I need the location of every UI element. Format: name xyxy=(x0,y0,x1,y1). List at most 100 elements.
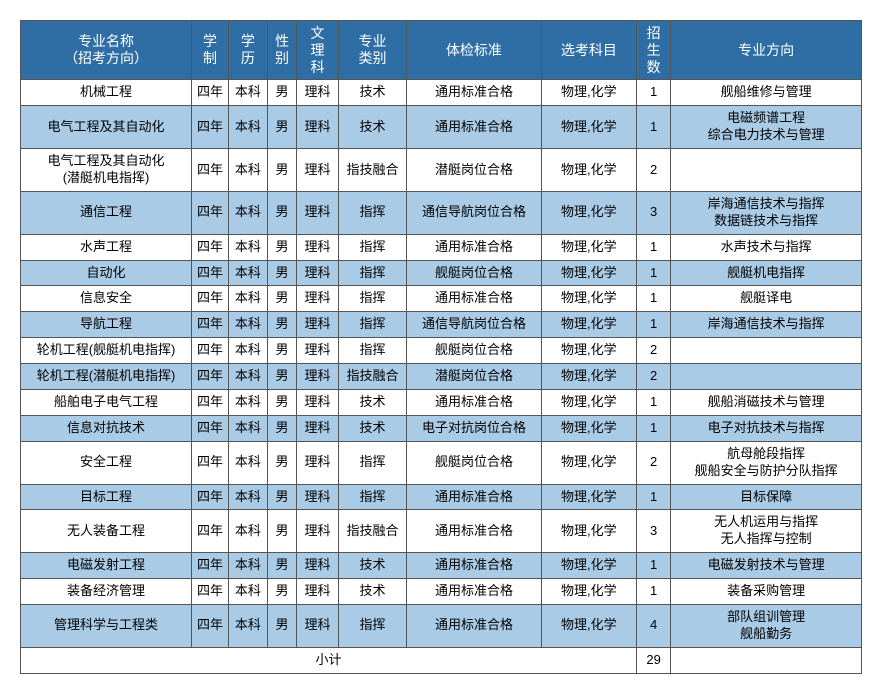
table-row: 电磁发射工程四年本科男理科技术通用标准合格物理,化学1电磁发射技术与管理 xyxy=(21,553,862,579)
cell-subjects: 物理,化学 xyxy=(541,553,636,579)
col-duration: 学 制 xyxy=(192,21,229,80)
cell-duration: 四年 xyxy=(192,338,229,364)
cell-physical: 舰艇岗位合格 xyxy=(407,441,541,484)
cell-degree: 本科 xyxy=(228,484,267,510)
cell-category: 指技融合 xyxy=(338,364,406,390)
cell-subjects: 物理,化学 xyxy=(541,312,636,338)
table-row: 安全工程四年本科男理科指挥舰艇岗位合格物理,化学2航母舱段指挥 舰船安全与防护分… xyxy=(21,441,862,484)
cell-degree: 本科 xyxy=(228,260,267,286)
cell-track: 理科 xyxy=(297,149,339,192)
cell-subjects: 物理,化学 xyxy=(541,604,636,647)
cell-direction: 电磁发射技术与管理 xyxy=(671,553,862,579)
cell-track: 理科 xyxy=(297,260,339,286)
cell-duration: 四年 xyxy=(192,441,229,484)
cell-name: 电气工程及其自动化 xyxy=(21,106,192,149)
cell-gender: 男 xyxy=(267,604,296,647)
cell-duration: 四年 xyxy=(192,604,229,647)
cell-track: 理科 xyxy=(297,191,339,234)
subtotal-row: 小计 29 xyxy=(21,647,862,673)
cell-direction xyxy=(671,149,862,192)
cell-count: 3 xyxy=(637,191,671,234)
cell-duration: 四年 xyxy=(192,484,229,510)
cell-subjects: 物理,化学 xyxy=(541,149,636,192)
table-row: 电气工程及其自动化四年本科男理科技术通用标准合格物理,化学1电磁频谱工程 综合电… xyxy=(21,106,862,149)
cell-gender: 男 xyxy=(267,106,296,149)
cell-track: 理科 xyxy=(297,604,339,647)
cell-gender: 男 xyxy=(267,234,296,260)
cell-count: 2 xyxy=(637,364,671,390)
cell-direction: 目标保障 xyxy=(671,484,862,510)
col-gender: 性 别 xyxy=(267,21,296,80)
cell-degree: 本科 xyxy=(228,579,267,605)
cell-count: 1 xyxy=(637,389,671,415)
cell-degree: 本科 xyxy=(228,604,267,647)
cell-duration: 四年 xyxy=(192,80,229,106)
cell-duration: 四年 xyxy=(192,234,229,260)
cell-track: 理科 xyxy=(297,234,339,260)
cell-name: 目标工程 xyxy=(21,484,192,510)
cell-category: 指挥 xyxy=(338,312,406,338)
cell-degree: 本科 xyxy=(228,338,267,364)
cell-direction: 舰艇译电 xyxy=(671,286,862,312)
cell-degree: 本科 xyxy=(228,389,267,415)
cell-name: 无人装备工程 xyxy=(21,510,192,553)
cell-name: 水声工程 xyxy=(21,234,192,260)
cell-direction: 装备采购管理 xyxy=(671,579,862,605)
cell-track: 理科 xyxy=(297,510,339,553)
cell-direction: 电磁频谱工程 综合电力技术与管理 xyxy=(671,106,862,149)
cell-direction: 水声技术与指挥 xyxy=(671,234,862,260)
cell-physical: 通信导航岗位合格 xyxy=(407,191,541,234)
cell-name: 管理科学与工程类 xyxy=(21,604,192,647)
cell-gender: 男 xyxy=(267,191,296,234)
cell-physical: 通用标准合格 xyxy=(407,604,541,647)
cell-gender: 男 xyxy=(267,579,296,605)
cell-name: 通信工程 xyxy=(21,191,192,234)
cell-category: 技术 xyxy=(338,106,406,149)
cell-count: 2 xyxy=(637,441,671,484)
cell-direction: 部队组训管理 舰船勤务 xyxy=(671,604,862,647)
cell-gender: 男 xyxy=(267,80,296,106)
cell-gender: 男 xyxy=(267,553,296,579)
cell-name: 轮机工程(舰艇机电指挥) xyxy=(21,338,192,364)
cell-subjects: 物理,化学 xyxy=(541,234,636,260)
cell-track: 理科 xyxy=(297,441,339,484)
cell-physical: 通用标准合格 xyxy=(407,389,541,415)
cell-track: 理科 xyxy=(297,80,339,106)
cell-duration: 四年 xyxy=(192,106,229,149)
cell-gender: 男 xyxy=(267,484,296,510)
cell-direction: 舰船维修与管理 xyxy=(671,80,862,106)
cell-count: 1 xyxy=(637,579,671,605)
cell-gender: 男 xyxy=(267,260,296,286)
majors-table: 专业名称 （招考方向） 学 制 学 历 性 别 文 理 科 专业 类别 体检标准… xyxy=(20,20,862,674)
cell-physical: 潜艇岗位合格 xyxy=(407,149,541,192)
cell-direction: 舰艇机电指挥 xyxy=(671,260,862,286)
cell-degree: 本科 xyxy=(228,80,267,106)
cell-subjects: 物理,化学 xyxy=(541,484,636,510)
cell-degree: 本科 xyxy=(228,441,267,484)
cell-subjects: 物理,化学 xyxy=(541,389,636,415)
table-row: 信息对抗技术四年本科男理科技术电子对抗岗位合格物理,化学1电子对抗技术与指挥 xyxy=(21,415,862,441)
col-degree: 学 历 xyxy=(228,21,267,80)
cell-duration: 四年 xyxy=(192,312,229,338)
cell-direction: 电子对抗技术与指挥 xyxy=(671,415,862,441)
table-row: 通信工程四年本科男理科指挥通信导航岗位合格物理,化学3岸海通信技术与指挥 数据链… xyxy=(21,191,862,234)
cell-subjects: 物理,化学 xyxy=(541,510,636,553)
cell-degree: 本科 xyxy=(228,106,267,149)
cell-category: 指技融合 xyxy=(338,149,406,192)
cell-physical: 通用标准合格 xyxy=(407,579,541,605)
cell-category: 指技融合 xyxy=(338,510,406,553)
cell-physical: 舰艇岗位合格 xyxy=(407,338,541,364)
cell-direction: 岸海通信技术与指挥 数据链技术与指挥 xyxy=(671,191,862,234)
cell-gender: 男 xyxy=(267,338,296,364)
table-header: 专业名称 （招考方向） 学 制 学 历 性 别 文 理 科 专业 类别 体检标准… xyxy=(21,21,862,80)
col-physical: 体检标准 xyxy=(407,21,541,80)
cell-track: 理科 xyxy=(297,415,339,441)
cell-name: 电磁发射工程 xyxy=(21,553,192,579)
cell-gender: 男 xyxy=(267,364,296,390)
col-track: 文 理 科 xyxy=(297,21,339,80)
cell-duration: 四年 xyxy=(192,579,229,605)
cell-subjects: 物理,化学 xyxy=(541,579,636,605)
col-count: 招 生 数 xyxy=(637,21,671,80)
cell-count: 1 xyxy=(637,80,671,106)
cell-track: 理科 xyxy=(297,286,339,312)
